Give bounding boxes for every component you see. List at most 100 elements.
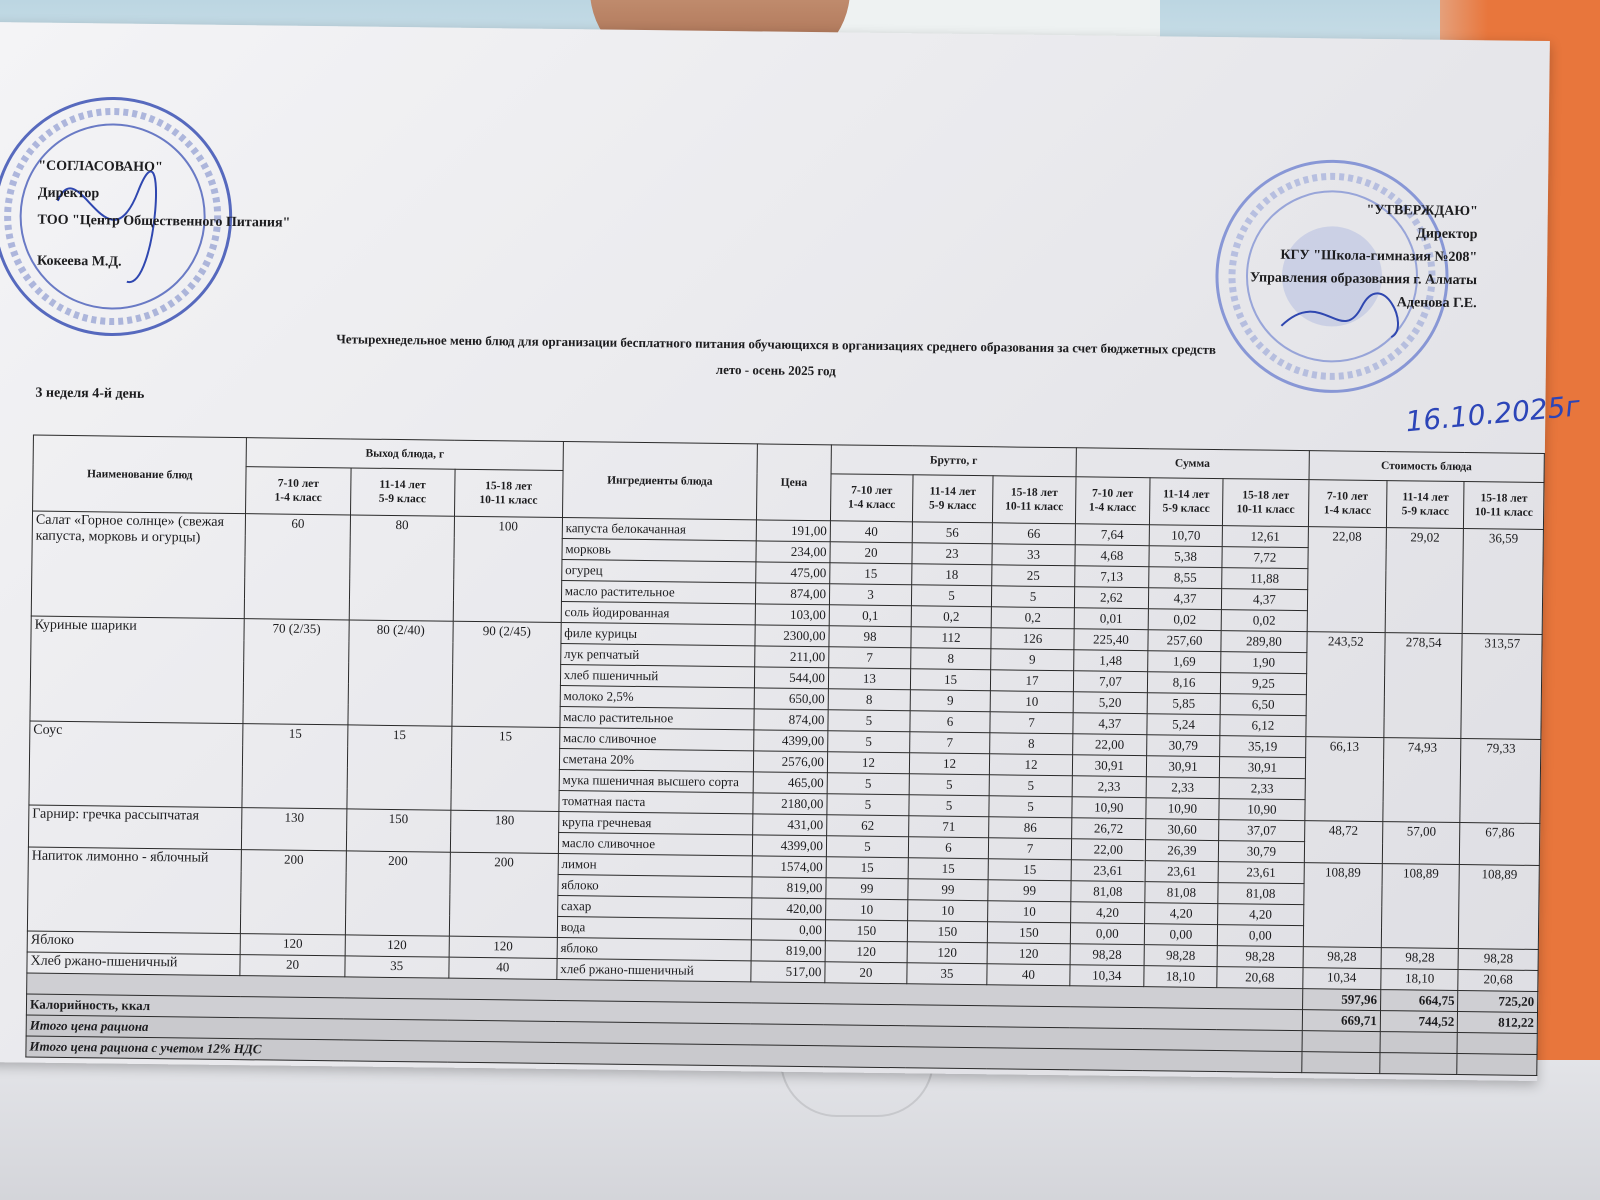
dish-yield: 15 xyxy=(346,724,452,811)
dish-yield: 70 (2/35) xyxy=(243,618,349,725)
approval-left: "СОГЛАСОВАНО" Директор ТОО "Центр Общест… xyxy=(37,153,291,278)
approval-left-org: ТОО "Центр Общественного Питания" xyxy=(37,212,291,231)
ingredient-price: 191,00 xyxy=(756,519,831,542)
ration-total-vat-row-value xyxy=(1379,1052,1458,1075)
ingredient-brutto: 6 xyxy=(909,710,991,733)
ingredient-brutto: 10 xyxy=(990,690,1074,713)
dish-yield: 120 xyxy=(448,936,558,959)
dish-name: Гарнир: гречка рассыпчатая xyxy=(28,805,243,850)
header-cost: Стоимость блюда xyxy=(1308,450,1545,483)
ingredient-brutto: 5 xyxy=(827,772,910,795)
approval-right-position: Директор xyxy=(1416,226,1478,243)
ingredient-brutto: 7 xyxy=(988,837,1072,860)
header-age-group: 15-18 лет 10-11 класс xyxy=(1222,478,1309,527)
ingredient-price: 1574,00 xyxy=(752,855,827,878)
ingredient-sum: 0,02 xyxy=(1147,608,1222,631)
ingredient-brutto: 5 xyxy=(989,774,1073,797)
ingredient-sum: 2,33 xyxy=(1145,776,1220,799)
dish-yield: 15 xyxy=(450,726,560,812)
header-brutto: Брутто, г xyxy=(830,444,1077,477)
ingredient-name: яблоко xyxy=(557,874,753,898)
ingredient-brutto: 120 xyxy=(907,941,988,964)
ingredient-brutto: 15 xyxy=(829,562,912,585)
ingredient-price: 211,00 xyxy=(754,645,829,668)
ingredient-name: масло сливочное xyxy=(559,727,754,751)
ingredient-name: сахар xyxy=(557,895,752,919)
ingredient-price: 544,00 xyxy=(754,666,829,689)
ingredient-brutto: 6 xyxy=(908,836,989,859)
dish-yield: 120 xyxy=(240,933,345,956)
ingredient-brutto: 112 xyxy=(910,626,992,649)
ingredient-brutto: 12 xyxy=(909,752,990,775)
ingredient-brutto: 5 xyxy=(911,584,992,607)
ingredient-brutto: 7 xyxy=(828,646,911,669)
calories-row-value: 669,71 xyxy=(1301,1009,1381,1032)
ration-total-row-value xyxy=(1457,1032,1538,1055)
dish-yield: 20 xyxy=(240,954,345,977)
ingredient-name: морковь xyxy=(561,538,757,562)
ingredient-brutto: 9 xyxy=(990,648,1074,671)
ingredient-sum: 289,80 xyxy=(1221,630,1307,653)
ingredient-sum: 81,08 xyxy=(1218,882,1304,905)
dish-cost: 66,13 xyxy=(1304,736,1384,822)
ingredient-name: томатная паста xyxy=(558,790,754,814)
ingredient-sum: 1,48 xyxy=(1073,649,1148,672)
ingredient-sum: 0,00 xyxy=(1217,924,1304,947)
header-age-group: 15-18 лет 10-11 класс xyxy=(454,469,563,518)
calories-row-value: 744,52 xyxy=(1380,1010,1458,1033)
ingredient-name: сметана 20% xyxy=(559,748,754,772)
ingredient-name: лимон xyxy=(557,853,753,877)
ingredient-name: соль йодированная xyxy=(560,601,756,625)
ingredient-brutto: 56 xyxy=(912,521,993,544)
dish-yield: 130 xyxy=(241,807,347,851)
dish-cost: 108,89 xyxy=(1458,864,1540,950)
ingredient-name: филе курицы xyxy=(560,622,756,646)
header-yield: Выход блюда, г xyxy=(246,437,564,471)
ingredient-sum: 23,61 xyxy=(1071,859,1146,882)
ingredient-brutto: 15 xyxy=(910,668,991,691)
dish-yield: 150 xyxy=(345,808,451,853)
approval-right-dept: Управления образования г. Алматы xyxy=(1249,270,1478,289)
ingredient-brutto: 126 xyxy=(990,627,1075,650)
header-price: Цена xyxy=(756,443,832,521)
ingredient-sum: 0,01 xyxy=(1074,607,1149,630)
approval-right-org: КГУ "Школа-гимназия №208" xyxy=(1280,247,1478,266)
approval-left-position: Директор xyxy=(37,185,100,202)
header-age-group: 7-10 лет 1-4 класс xyxy=(830,473,913,522)
dish-name: Хлеб ржано-пшеничный xyxy=(26,952,241,976)
dish-cost: 67,86 xyxy=(1459,822,1540,866)
dish-cost: 278,54 xyxy=(1383,632,1463,739)
ingredient-brutto: 150 xyxy=(907,920,988,943)
ingredient-brutto: 5 xyxy=(826,793,910,816)
ingredient-name: хлеб пшеничный xyxy=(560,664,755,688)
ingredient-price: 2300,00 xyxy=(754,624,830,647)
ingredient-price: 819,00 xyxy=(751,876,827,899)
ingredient-price: 103,00 xyxy=(755,603,830,626)
dish-yield: 90 (2/45) xyxy=(451,621,561,728)
dish-name: Соус xyxy=(28,721,244,808)
ingredient-sum: 0,00 xyxy=(1143,923,1218,946)
approval-right-heading: "УТВЕРЖДАЮ" xyxy=(1366,202,1478,220)
ingredient-sum: 4,37 xyxy=(1072,712,1147,735)
ingredient-brutto: 10 xyxy=(987,900,1071,923)
header-age-group: 11-14 лет 5-9 класс xyxy=(912,474,994,523)
ingredient-brutto: 86 xyxy=(988,816,1072,839)
total-cost-row-value: 664,75 xyxy=(1380,989,1459,1012)
ingredient-price: 650,00 xyxy=(754,687,829,710)
ingredient-sum: 225,40 xyxy=(1073,628,1148,651)
dish-yield: 60 xyxy=(244,513,351,620)
ingredient-sum: 26,39 xyxy=(1145,839,1219,862)
ingredient-brutto: 20 xyxy=(824,961,908,984)
ingredient-sum: 35,19 xyxy=(1219,735,1306,758)
ingredient-sum: 4,68 xyxy=(1074,544,1149,567)
calories-row-value: 812,22 xyxy=(1457,1011,1538,1034)
dish-cost: 79,33 xyxy=(1460,738,1541,824)
ingredient-brutto: 0,2 xyxy=(991,606,1075,629)
ingredient-sum: 10,34 xyxy=(1069,964,1144,987)
ingredient-brutto: 5 xyxy=(827,730,910,753)
dish-cost: 57,00 xyxy=(1382,821,1461,865)
ration-total-vat-row-value xyxy=(1457,1053,1538,1076)
ingredient-sum: 10,70 xyxy=(1148,524,1223,547)
ingredient-brutto: 40 xyxy=(830,520,913,543)
ingredient-sum: 4,37 xyxy=(1148,587,1222,610)
